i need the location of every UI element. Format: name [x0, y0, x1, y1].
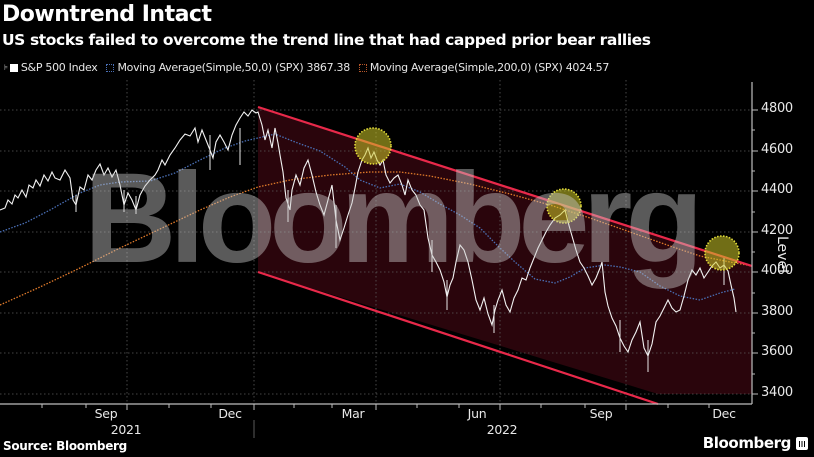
y-tick-label: 3600	[761, 344, 793, 359]
x-tick-label: Mar	[341, 406, 365, 421]
legend-toggle-icon[interactable]: ⊧	[4, 63, 8, 72]
bloomberg-logo: Bloomberg	[703, 434, 808, 452]
legend-swatch-dotted-orange-icon	[358, 63, 367, 72]
y-tick-label: 3400	[761, 385, 793, 400]
ma50-line	[0, 133, 736, 301]
legend-item-ma200[interactable]: Moving Average(Simple,200,0) (SPX) 4024.…	[358, 61, 610, 74]
highlight-circle-march	[354, 127, 392, 165]
highlight-circle-august	[546, 188, 582, 224]
chart-title: Downtrend Intact	[2, 2, 212, 27]
legend-label: Moving Average(Simple,50,0) (SPX) 3867.3…	[117, 61, 350, 74]
x-tick-label: Sep	[589, 406, 613, 421]
chart-subtitle: US stocks failed to overcome the trend l…	[2, 31, 651, 49]
legend-swatch-solid-icon	[9, 63, 18, 72]
y-axis-title: Level	[774, 236, 790, 273]
y-tick-label: 3800	[761, 304, 793, 319]
x-tick-label: Dec	[218, 406, 242, 421]
legend-item-spx[interactable]: S&P 500 Index	[9, 61, 98, 74]
legend-label: S&P 500 Index	[20, 61, 98, 74]
source-note: Source: Bloomberg	[3, 439, 127, 453]
channel-upper-trendline	[257, 105, 753, 268]
x-year-label: 2022	[486, 422, 518, 437]
highlight-circle-december	[704, 235, 740, 271]
brand-text: Bloomberg	[702, 434, 792, 452]
y-tick-label: 4000	[761, 263, 793, 278]
x-tick-label: Jun	[467, 406, 487, 421]
legend-label: Moving Average(Simple,200,0) (SPX) 4024.…	[369, 61, 610, 74]
bloomberg-chart-icon	[796, 436, 808, 450]
y-tick-label: 4200	[761, 223, 793, 238]
legend-swatch-dotted-blue-icon	[106, 63, 115, 72]
x-tick-label: Sep	[94, 406, 118, 421]
y-tick-label: 4800	[761, 101, 793, 116]
y-axis-ticks	[752, 109, 758, 395]
channel-lower-trendline	[257, 270, 659, 406]
x-axis-ticks	[41, 404, 710, 410]
y-tick-label: 4600	[761, 142, 793, 157]
downtrend-channel-fill	[258, 107, 752, 394]
y-tick-label: 4400	[761, 182, 793, 197]
legend-item-ma50[interactable]: Moving Average(Simple,50,0) (SPX) 3867.3…	[106, 61, 350, 74]
highlight-circles	[354, 127, 740, 271]
price-bars	[75, 128, 725, 372]
x-tick-label: Dec	[712, 406, 736, 421]
x-year-label: 2021	[110, 422, 142, 437]
legend: ⊧ S&P 500 Index Moving Average(Simple,50…	[4, 61, 618, 74]
